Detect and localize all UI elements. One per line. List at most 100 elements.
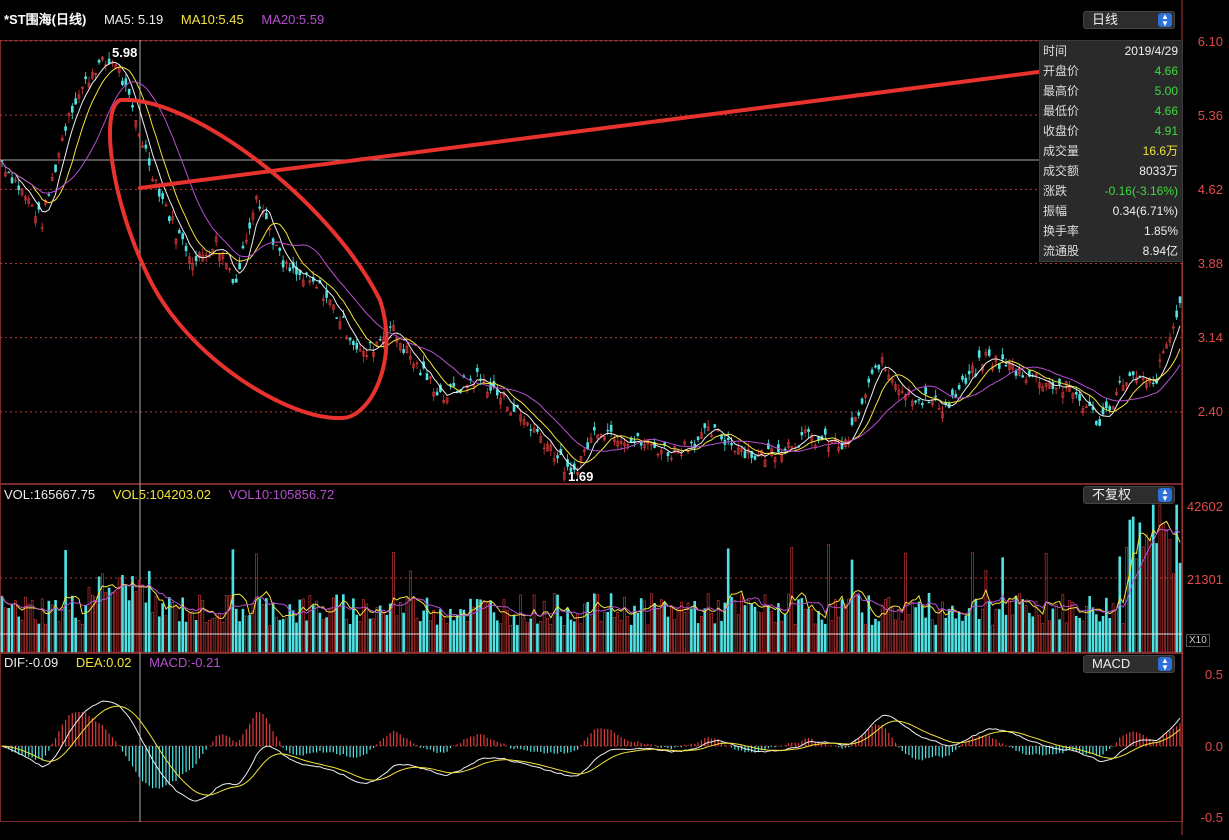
volume-bar (770, 611, 774, 653)
candle-body (365, 355, 369, 357)
volume-bar (40, 598, 44, 653)
vol5-line (1, 520, 1181, 619)
candle-body (168, 216, 171, 222)
candle-body (275, 244, 278, 247)
volume-bar (114, 591, 118, 653)
volume-bar (278, 619, 282, 653)
candle-body (285, 262, 288, 264)
volume-bar (880, 605, 884, 653)
candle-body (666, 452, 670, 457)
volume-bar (746, 600, 750, 653)
volume-bar (50, 604, 54, 653)
volume-bar (291, 610, 295, 653)
volume-bar (91, 594, 94, 653)
candle-body (900, 391, 904, 393)
volume-bar (469, 598, 472, 653)
annotation-arrow-line (138, 64, 1087, 190)
volume-bar (147, 570, 151, 653)
candle-body (157, 189, 161, 197)
volume-bar (1141, 546, 1145, 653)
volume-bar (526, 622, 529, 653)
volume-bar (974, 598, 978, 653)
indicator-select[interactable]: MACD ▲ ▼ (1083, 655, 1175, 673)
volume-bar (706, 593, 710, 653)
candle-body (14, 179, 17, 182)
volume-bar (947, 608, 951, 653)
volume-bar (897, 609, 901, 653)
volume-bar (787, 593, 790, 653)
candle-body (482, 380, 486, 383)
candle-body (1115, 392, 1118, 395)
volume-bar (405, 598, 409, 653)
volume-bar (1128, 519, 1132, 653)
volume-bar (817, 611, 820, 653)
volume-bar (1028, 612, 1031, 653)
candle-body (700, 432, 703, 439)
candle-body (1034, 373, 1038, 377)
candle-body (680, 454, 683, 457)
candle-body (519, 414, 523, 422)
volume-bar (34, 619, 37, 653)
volume-bar (556, 594, 559, 653)
volume-bar (358, 621, 362, 653)
candle-body (897, 389, 901, 395)
candle-body (84, 76, 87, 80)
candle-body (278, 247, 282, 251)
candle-body (34, 216, 37, 224)
period-select[interactable]: 日线 ▲ ▼ (1083, 11, 1175, 29)
volume-bar (208, 619, 211, 653)
volume-bar (864, 624, 867, 653)
candle-body (67, 113, 71, 116)
candle-body (1001, 354, 1004, 360)
candle-body (358, 349, 362, 352)
candle-body (696, 436, 700, 441)
volume-bar (579, 623, 583, 653)
ma20-legend: MA20:5.59 (261, 12, 325, 27)
volume-bar (844, 603, 847, 653)
volume-bar (168, 597, 171, 653)
volume-bar (191, 611, 195, 653)
volume-bar (924, 617, 927, 653)
volume-bar (710, 612, 713, 653)
volume-bar (97, 576, 101, 653)
candle-body (800, 432, 804, 436)
x10-badge: X10 (1186, 634, 1210, 647)
info-row-low: 最低价 4.66 (1043, 104, 1178, 118)
adjust-select-label: 不复权 (1092, 487, 1132, 502)
adjust-select[interactable]: 不复权 ▲ ▼ (1083, 486, 1175, 504)
info-row-close: 收盘价 4.91 (1043, 124, 1178, 138)
candle-body (1061, 392, 1065, 398)
candle-body (44, 200, 47, 205)
volume-bar (1021, 599, 1025, 653)
candle-body (730, 442, 733, 446)
volume-bar (1115, 610, 1118, 653)
volume-bar (57, 621, 61, 653)
info-row-volume: 成交量 16.6万 (1043, 144, 1178, 158)
candle-body (743, 450, 747, 459)
volume-bar (214, 617, 218, 653)
volume-bar (823, 623, 827, 653)
candle-body (305, 272, 308, 274)
candle-body (475, 367, 479, 372)
candle-body (857, 412, 861, 416)
volume-bar (539, 621, 543, 653)
candle-body (1014, 370, 1018, 376)
volume-bar (362, 599, 365, 653)
volume-bar (1105, 597, 1108, 653)
volume-bar (101, 573, 104, 653)
volume-bar (516, 625, 519, 653)
candle-body (405, 345, 409, 353)
volume-bar (730, 596, 733, 653)
volume-bar (305, 620, 308, 653)
volume-bar (987, 601, 991, 653)
volume-bar (485, 602, 489, 653)
candle-body (1008, 363, 1011, 370)
vol10-legend: VOL10:105856.72 (228, 487, 335, 502)
candle-body (321, 298, 325, 301)
candle-body (984, 351, 988, 356)
candle-body (251, 212, 255, 220)
volume-bar (321, 619, 325, 653)
volume-bar (636, 612, 640, 653)
volume-bar (1138, 522, 1142, 653)
candle-body (151, 178, 154, 182)
